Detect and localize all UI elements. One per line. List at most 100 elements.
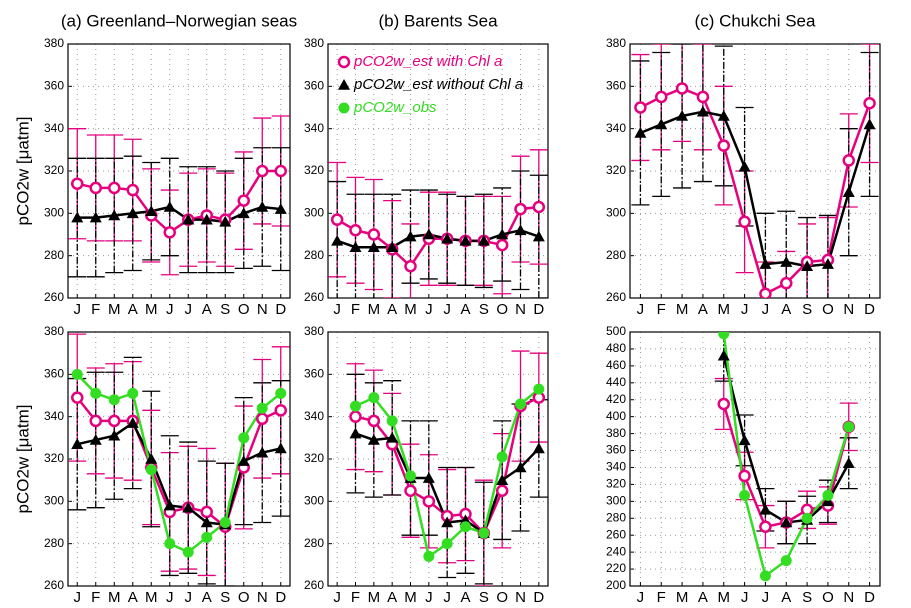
y-tick-label: 340: [304, 409, 324, 423]
x-tick-label: M: [145, 589, 158, 606]
x-tick-label: J: [74, 301, 82, 318]
x-tick-label: A: [202, 301, 212, 318]
point: [496, 474, 509, 485]
y-tick-label: 480: [606, 341, 626, 355]
x-tick-label: S: [479, 301, 489, 318]
point: [337, 55, 351, 69]
point: [330, 213, 344, 226]
x-tick-label: D: [864, 301, 875, 318]
plot-frame: [327, 43, 549, 299]
point: [256, 446, 269, 458]
x-tick-label: M: [676, 589, 689, 606]
x-tick-label: J: [637, 301, 645, 318]
point: [349, 241, 362, 252]
point: [696, 105, 709, 117]
x-tick-label: S: [220, 301, 230, 318]
error-bar: [511, 170, 530, 291]
point: [842, 186, 855, 197]
point: [89, 181, 102, 195]
x-tick-label: M: [404, 301, 417, 318]
point: [127, 387, 139, 399]
point: [717, 109, 730, 121]
y-tick-label: 320: [304, 163, 324, 177]
point: [717, 139, 730, 152]
data-layer: [68, 333, 290, 586]
y-tick-label: 280: [606, 510, 626, 524]
x-tick-label: F: [91, 589, 100, 606]
point: [532, 200, 546, 214]
x-tick-label: J: [74, 589, 82, 606]
data-layer: [328, 149, 548, 298]
point: [238, 432, 250, 444]
point: [200, 516, 213, 528]
error-bar: [777, 500, 796, 545]
panel-title: (c) Chukchi Sea: [695, 11, 816, 30]
x-tick-label: A: [460, 589, 470, 606]
y-tick-label: 220: [606, 561, 626, 575]
plot-frame: [327, 331, 549, 587]
x-tick-label: J: [166, 589, 174, 606]
x-tick-label: J: [637, 589, 645, 606]
x-tick-label: A: [387, 589, 397, 606]
data-layer: [68, 115, 290, 278]
point: [717, 397, 730, 411]
y-tick-label: 440: [606, 375, 626, 389]
point: [477, 234, 490, 246]
point: [738, 434, 751, 446]
data-layer: [346, 350, 548, 586]
y-tick-label: 300: [606, 206, 626, 220]
x-tick-label: N: [257, 301, 268, 318]
point: [759, 570, 771, 582]
x-tick-label: O: [822, 589, 834, 606]
x-tick-label: J: [425, 301, 433, 318]
point: [71, 438, 84, 449]
point: [422, 472, 435, 483]
data-layer: [631, 44, 879, 298]
plot-frame: [629, 331, 881, 587]
point: [108, 394, 120, 406]
point: [145, 464, 157, 476]
point: [237, 207, 250, 219]
error-bar: [493, 187, 512, 282]
error-bar: [328, 180, 347, 298]
point: [256, 412, 269, 426]
x-tick-label: D: [533, 301, 544, 318]
y-tick-label: 320: [44, 163, 64, 177]
point: [349, 224, 362, 237]
x-tick-label: A: [698, 301, 708, 318]
y-tick-label: 200: [606, 578, 626, 592]
point: [89, 211, 102, 223]
x-tick-label: J: [762, 301, 770, 318]
x-tick-label: J: [443, 301, 451, 318]
y-tick-label: 360: [606, 79, 626, 93]
point: [237, 455, 250, 466]
x-tick-label: M: [145, 301, 158, 318]
y-tick-label: 260: [606, 527, 626, 541]
point: [655, 118, 668, 130]
y-tick-label: 280: [606, 248, 626, 262]
point: [496, 451, 508, 463]
y-tick-label: 420: [606, 392, 626, 406]
x-tick-label: J: [333, 589, 341, 606]
point: [331, 234, 344, 246]
point: [423, 550, 435, 562]
point: [422, 495, 436, 508]
y-tick-label: 380: [304, 324, 324, 338]
point: [739, 489, 751, 501]
y-tick-label: 400: [606, 409, 626, 423]
series-line: [76, 169, 281, 234]
y-tick-label: 340: [44, 409, 64, 423]
y-tick-label: 360: [44, 367, 64, 381]
point: [842, 457, 855, 469]
point: [71, 177, 84, 190]
y-tick-label: 500: [606, 324, 626, 338]
point: [514, 461, 527, 473]
y-tick-label: 460: [606, 358, 626, 372]
x-tick-label: A: [781, 301, 791, 318]
x-tick-label: F: [657, 589, 666, 606]
y-tick-label: 320: [606, 163, 626, 177]
point: [126, 417, 139, 428]
point: [478, 527, 490, 539]
